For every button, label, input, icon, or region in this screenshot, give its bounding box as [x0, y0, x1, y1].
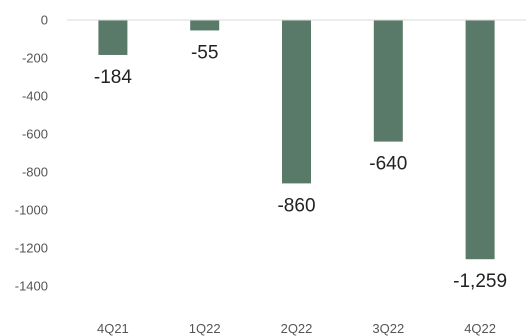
bar-3q22 — [373, 20, 403, 142]
bars — [98, 20, 495, 260]
data-label-3q22: -640 — [369, 154, 407, 175]
bar-1q22 — [190, 20, 220, 31]
y-tick-label: -400 — [22, 89, 48, 104]
y-tick-label: -1400 — [15, 279, 48, 294]
x-tick-label: 2Q22 — [281, 321, 313, 336]
data-label-2q22: -860 — [277, 195, 315, 216]
data-label-1q22: -55 — [191, 42, 218, 63]
y-tick-label: -200 — [22, 51, 48, 66]
data-label-4q21: -184 — [94, 67, 132, 88]
data-label-4q22: -1,259 — [453, 271, 507, 292]
x-tick-label: 4Q21 — [97, 321, 129, 336]
bar-4q21 — [98, 20, 128, 55]
bar-4q22 — [465, 20, 495, 260]
x-axis-labels: 4Q21 1Q22 2Q22 3Q22 4Q22 — [97, 321, 496, 336]
y-tick-label: -600 — [22, 127, 48, 142]
bar-2q22 — [282, 20, 311, 184]
y-tick-label: -800 — [22, 165, 48, 180]
x-tick-label: 4Q22 — [464, 321, 496, 336]
y-tick-label: -1200 — [15, 241, 48, 256]
x-tick-label: 3Q22 — [372, 321, 404, 336]
y-axis-ticks: 0 -200 -400 -600 -800 -1000 -1200 -1400 — [15, 13, 48, 294]
data-labels: -184 -55 -860 -640 -1,259 — [94, 42, 507, 292]
y-tick-label: -1000 — [15, 203, 48, 218]
y-tick-label: 0 — [41, 13, 48, 28]
x-tick-label: 1Q22 — [189, 321, 221, 336]
